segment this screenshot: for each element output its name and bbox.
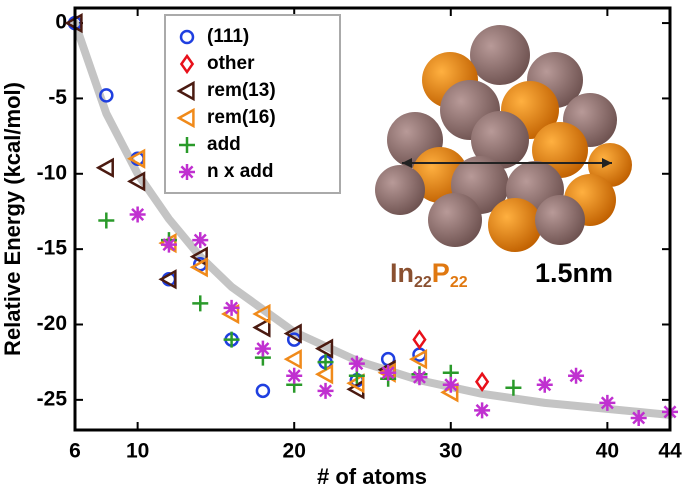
data-point (317, 382, 334, 399)
plot-frame (73, 6, 672, 432)
data-point (474, 371, 490, 392)
legend-label: other (207, 53, 255, 74)
y-tick-label: -10 (37, 161, 67, 184)
legend-label: add (207, 134, 241, 155)
data-point (411, 369, 428, 386)
legend-marker (176, 80, 195, 102)
data-point (314, 338, 334, 359)
legend-marker (179, 164, 195, 180)
data-point (158, 269, 177, 290)
data-point (252, 303, 271, 325)
x-tick-label: 20 (283, 440, 306, 463)
data-point (95, 157, 114, 178)
data-point (286, 367, 303, 384)
data-point (223, 331, 240, 348)
data-point (348, 355, 365, 372)
data-point (98, 212, 115, 229)
y-tick-label: -20 (37, 312, 67, 335)
legend-marker (176, 107, 195, 129)
data-point (189, 257, 208, 278)
x-tick-label: 44 (658, 440, 682, 463)
data-point (255, 383, 271, 399)
legend-marker (179, 137, 195, 153)
legend-label: rem(13) (207, 80, 276, 101)
data-point (129, 206, 146, 223)
data-point (442, 376, 459, 393)
data-point (505, 379, 522, 396)
data-point (599, 394, 616, 411)
x-axis-title: # of atoms (317, 464, 427, 489)
formula-subscript: 22 (414, 274, 432, 291)
data-point (254, 340, 271, 357)
y-tick-label: -5 (48, 86, 67, 109)
legend-marker (179, 53, 195, 75)
data-point (412, 329, 427, 350)
y-axis-title: Relative Energy (kcal/mol) (0, 82, 25, 356)
x-tick-label: 6 (69, 440, 81, 463)
data-point (408, 349, 428, 370)
data-point (314, 364, 334, 385)
legend-label: (111) (207, 26, 249, 47)
nanocluster-image (375, 25, 632, 252)
data-point (189, 246, 208, 267)
data-point (536, 376, 553, 393)
data-point (127, 171, 146, 192)
y-tick-label: 0 (55, 11, 67, 34)
data-point (127, 148, 146, 169)
legend-box (164, 14, 341, 194)
data-point (160, 236, 177, 253)
data-point (99, 88, 114, 103)
formula-element: In (390, 258, 414, 288)
data-point (223, 299, 240, 316)
data-point (283, 349, 302, 370)
data-point (568, 367, 585, 384)
formula-element: P (432, 258, 450, 288)
legend-label: rem(16) (207, 107, 276, 128)
data-point (317, 354, 334, 371)
inset-size: 1.5nm (535, 258, 613, 288)
formula-subscript: 22 (450, 274, 468, 291)
y-tick-label: -15 (37, 237, 68, 260)
x-tick-label: 10 (126, 440, 149, 463)
x-tick-label: 30 (439, 440, 462, 463)
data-point (474, 402, 491, 419)
legend-label: n x add (207, 161, 274, 182)
legend-marker (179, 29, 195, 45)
y-tick-label: -25 (37, 387, 68, 410)
data-point (380, 364, 397, 381)
data-point (252, 317, 271, 338)
data-point (283, 323, 302, 344)
x-tick-label: 40 (596, 440, 619, 463)
data-point (192, 232, 209, 249)
inset-formula: In22P22 (390, 258, 468, 291)
data-point (192, 295, 209, 312)
fit-curve (71, 19, 674, 419)
data-point (630, 409, 647, 426)
